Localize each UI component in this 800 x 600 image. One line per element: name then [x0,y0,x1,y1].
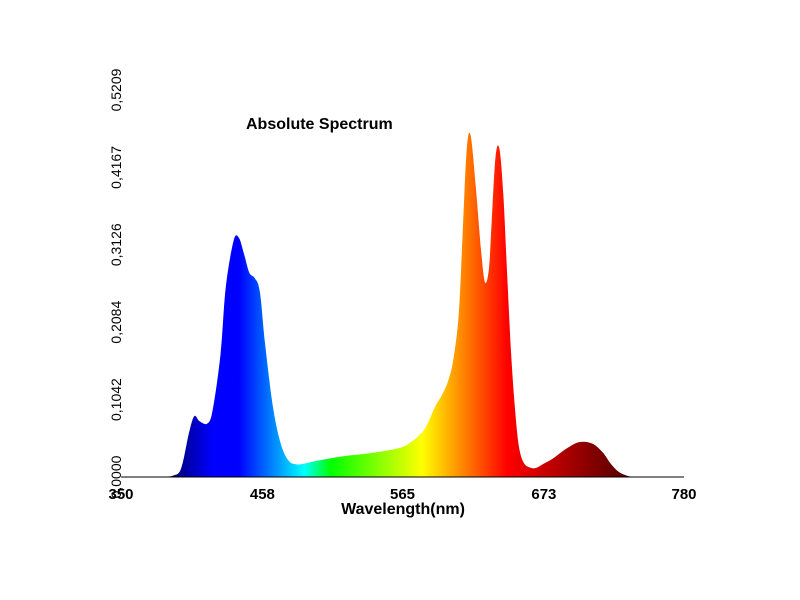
x-tick-label: 673 [531,486,556,503]
spectrum-area [160,132,658,477]
x-tick-label: 458 [250,486,275,503]
y-tick-label: 0,3126 [108,223,124,266]
y-tick-label: 0,0000 [108,455,124,498]
x-tick-label: 350 [108,486,133,503]
y-tick-label: 0,4167 [108,146,124,189]
chart-title: Absolute Spectrum [246,116,393,133]
y-tick-label: 0,1042 [108,378,124,421]
y-tick-label: 0,2084 [108,301,124,344]
y-tick-label: 0,5209 [108,68,124,111]
x-tick-label: 565 [390,486,415,503]
x-axis-label: Wavelength(nm) [341,501,465,518]
x-tick-label: 780 [671,486,696,503]
